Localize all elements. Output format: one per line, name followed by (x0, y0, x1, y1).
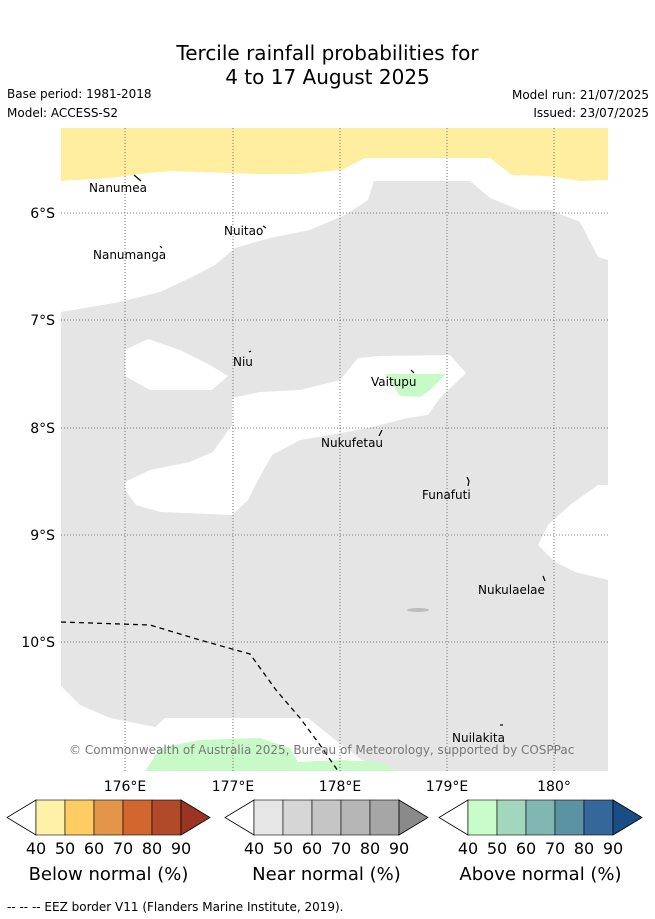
island-label-nukulaelae: Nukulaelae (478, 583, 545, 597)
below-colorbar-tick-label: 40 (26, 839, 46, 858)
near-colorbar-segment (253, 799, 284, 836)
island-label-nukufetau: Nukufetau (321, 436, 383, 450)
island-label-funafuti: Funafuti (422, 488, 471, 502)
below-colorbar-tick-label: 70 (113, 839, 133, 858)
near-colorbar-segment (282, 799, 313, 836)
above-colorbar-segment (467, 799, 498, 836)
near-colorbar-under-arrow (224, 799, 255, 836)
map-title-line1: Tercile rainfall probabilities for (176, 41, 479, 65)
eez-footnote: -- -- -- EEZ border V11 (Flanders Marine… (7, 900, 344, 914)
near-colorbar-tick-label: 70 (331, 839, 351, 858)
island-label-nuitao: Nuitao (224, 224, 263, 238)
above-colorbar-tick-label: 50 (487, 839, 507, 858)
lat-label-10s: 10°S (21, 635, 55, 651)
base-period-text: Base period: 1981-2018 (7, 87, 152, 101)
near-normal-region (61, 181, 608, 771)
lon-label-176e: 176°E (104, 779, 147, 795)
above-colorbar-tick-label: 70 (545, 839, 565, 858)
above-normal-region-south (145, 738, 398, 771)
island-label-nuilakita: Nuilakita (452, 731, 505, 745)
above-colorbar-tick-label: 80 (574, 839, 594, 858)
below-colorbar-segment (93, 799, 124, 836)
below-colorbar-over-arrow (180, 799, 211, 836)
below-colorbar-segment (151, 799, 182, 836)
graticule (61, 128, 608, 771)
near-colorbar-segment (311, 799, 342, 836)
below-colorbar-tick-label: 90 (171, 839, 191, 858)
island-label-nanumanga: Nanumanga (93, 248, 166, 262)
above-colorbar-over-arrow (612, 799, 643, 836)
island-label-nanumea: Nanumea (89, 181, 147, 195)
near-colorbar-tick-label: 90 (389, 839, 409, 858)
below-colorbar-segment (64, 799, 95, 836)
lat-label-7s: 7°S (30, 313, 55, 329)
below-colorbar-tick-label: 80 (142, 839, 162, 858)
lat-label-6s: 6°S (30, 206, 55, 222)
below-normal-region (61, 128, 608, 181)
near-colorbar-title: Near normal (%) (252, 864, 401, 885)
above-colorbar-title: Above normal (%) (459, 864, 621, 885)
issued-text: Issued: 23/07/2025 (533, 106, 649, 120)
island-label-vaitupu: Vaitupu (371, 375, 417, 389)
above-colorbar-tick-label: 40 (458, 839, 478, 858)
near-normal-colorbar: 40 50 60 70 80 90 Near normal (%) (224, 799, 429, 885)
lon-label-179e: 179°E (426, 779, 469, 795)
lat-label-8s: 8°S (30, 421, 55, 437)
below-colorbar-tick-label: 60 (84, 839, 104, 858)
lon-label-178e: 178°E (319, 779, 362, 795)
near-colorbar-over-arrow (398, 799, 429, 836)
lon-label-177e: 177°E (212, 779, 255, 795)
above-colorbar-tick-label: 60 (516, 839, 536, 858)
above-colorbar-segment (583, 799, 614, 836)
near-colorbar-segment (340, 799, 371, 836)
map-title-line2: 4 to 17 August 2025 (225, 65, 430, 89)
model-text: Model: ACCESS-S2 (7, 106, 119, 120)
above-normal-region-vaitupu (385, 374, 446, 397)
copyright-credit: © Commonwealth of Australia 2025, Bureau… (69, 743, 574, 757)
below-colorbar-segment (122, 799, 153, 836)
colorbar-legends: 40 50 60 70 80 90 Below normal (%) 40 50 60 70 80 90… (6, 799, 643, 885)
below-colorbar-under-arrow (6, 799, 37, 836)
near-colorbar-tick-label: 80 (360, 839, 380, 858)
below-normal-colorbar: 40 50 60 70 80 90 Below normal (%) (6, 799, 211, 885)
above-colorbar-tick-label: 90 (603, 839, 623, 858)
lon-label-180: 180° (537, 779, 571, 795)
above-colorbar-segment (496, 799, 527, 836)
below-colorbar-segment (35, 799, 66, 836)
above-colorbar-under-arrow (438, 799, 469, 836)
lat-label-9s: 9°S (30, 528, 55, 544)
above-colorbar-segment (554, 799, 585, 836)
near-colorbar-tick-label: 60 (302, 839, 322, 858)
island-shapes (133, 174, 546, 726)
near-colorbar-tick-label: 40 (244, 839, 264, 858)
map-area: Nanumea Nuitao Nanumanga Niu Vaitupu Nuk… (61, 128, 608, 771)
below-colorbar-tick-label: 50 (55, 839, 75, 858)
model-run-text: Model run: 21/07/2025 (511, 88, 649, 102)
near-colorbar-segment (369, 799, 400, 836)
near-colorbar-tick-label: 50 (273, 839, 293, 858)
above-normal-colorbar: 40 50 60 70 80 90 Above normal (%) (438, 799, 643, 885)
island-label-niu: Niu (233, 355, 253, 369)
below-colorbar-title: Below normal (%) (29, 864, 189, 885)
above-colorbar-segment (525, 799, 556, 836)
